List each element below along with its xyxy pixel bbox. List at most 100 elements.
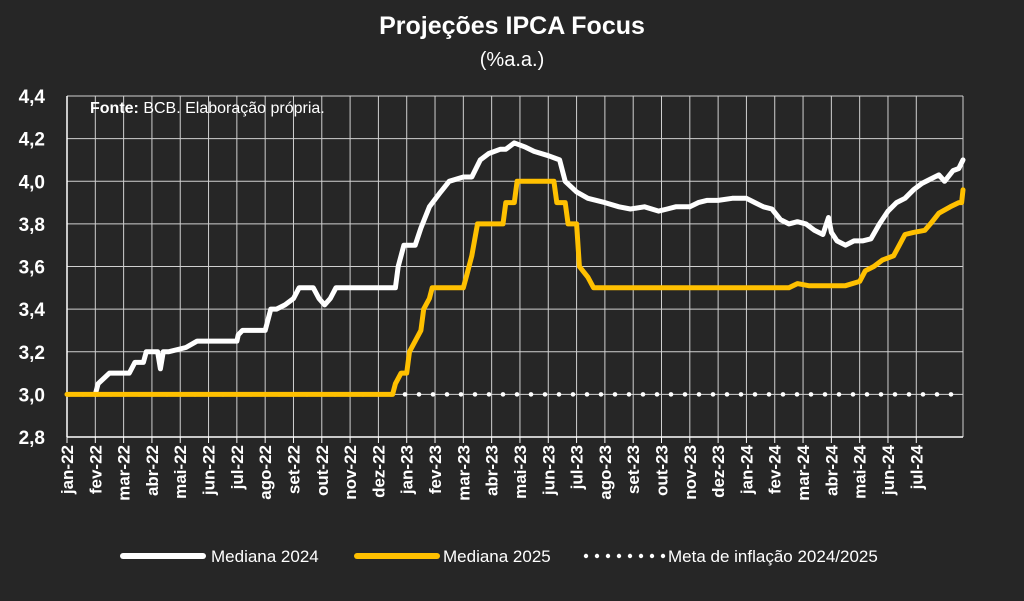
meta-inflacao-point	[710, 392, 716, 397]
legend-item: Mediana 2025	[354, 547, 551, 566]
x-tick-label: nov-22	[341, 445, 360, 500]
y-tick-label: 3,4	[19, 300, 46, 321]
meta-inflacao-point	[780, 392, 786, 397]
meta-inflacao-point	[696, 392, 702, 397]
meta-inflacao-point	[598, 392, 604, 397]
x-tick-labels: jan-22 fev-22 mar-22 abr-22 mai-22 jun-22 jul-…	[58, 444, 926, 500]
x-tick-label: ago-22	[256, 445, 275, 500]
legend-swatch-dot	[638, 553, 644, 559]
x-tick-label: dez-22	[369, 445, 388, 498]
meta-inflacao-point	[570, 392, 576, 397]
source-label: Fonte:	[90, 100, 139, 117]
legend-label: Mediana 2025	[443, 547, 551, 566]
meta-inflacao-point	[528, 392, 534, 397]
series-layer	[64, 140, 966, 397]
y-tick-label: 3,0	[19, 385, 45, 406]
source-note: Fonte: BCB. Elaboração própria.	[90, 100, 325, 117]
axes	[66, 96, 963, 443]
y-tick-label: 3,2	[19, 343, 45, 364]
x-tick-label: dez-23	[709, 445, 728, 498]
x-tick-label: out-22	[313, 445, 332, 496]
x-tick-label: mar-22	[115, 445, 134, 501]
legend-swatch-dot	[616, 553, 622, 559]
meta-inflacao-point	[458, 392, 464, 397]
meta-inflacao-point	[808, 392, 814, 397]
meta-inflacao-point	[402, 392, 408, 397]
meta-inflacao-point	[584, 392, 590, 397]
x-tick-label: abr-24	[822, 444, 841, 496]
series-line-mediana-2024	[92, 140, 966, 397]
y-tick-labels: 2,8 3,0 3,2 3,4 3,6 3,8 4,0 4,2 4,4	[19, 87, 46, 449]
x-tick-label: nov-23	[681, 445, 700, 500]
x-tick-label: jan-24	[737, 444, 756, 495]
x-tick-label: mai-24	[851, 444, 870, 498]
x-tick-label: jun-22	[200, 445, 219, 496]
x-tick-label: set-22	[284, 445, 303, 494]
meta-inflacao-point	[920, 392, 926, 397]
x-tick-label: abr-23	[483, 445, 502, 496]
meta-inflacao-point	[850, 392, 856, 397]
meta-inflacao-point	[472, 392, 478, 397]
legend-item: Mediana 2024	[120, 547, 319, 566]
meta-inflacao-point	[542, 392, 548, 397]
meta-inflacao-point	[934, 392, 940, 397]
meta-inflacao-point	[906, 392, 912, 397]
x-tick-label: jul-22	[228, 445, 247, 490]
x-tick-label: jan-22	[58, 445, 77, 495]
chart-title: Projeções IPCA Focus	[379, 12, 645, 40]
y-tick-label: 4,4	[19, 87, 46, 108]
meta-inflacao-point	[556, 392, 562, 397]
meta-inflacao-point	[500, 392, 506, 397]
meta-inflacao-point	[444, 392, 450, 397]
y-tick-label: 2,8	[19, 428, 45, 449]
y-tick-label: 3,8	[19, 215, 45, 236]
meta-inflacao-point	[864, 392, 870, 397]
meta-inflacao-point	[878, 392, 884, 397]
legend-swatch-dot	[594, 553, 600, 559]
meta-inflacao-point	[892, 392, 898, 397]
y-tick-label: 4,0	[19, 172, 45, 193]
x-tick-label: mar-23	[454, 445, 473, 501]
x-tick-label: out-23	[653, 445, 672, 496]
meta-inflacao-point	[514, 392, 520, 397]
x-tick-label: set-23	[624, 445, 643, 494]
x-tick-label: mai-22	[171, 445, 190, 499]
meta-inflacao-point	[486, 392, 492, 397]
legend-swatch-dot	[649, 553, 655, 559]
meta-inflacao-point	[738, 392, 744, 397]
meta-inflacao-point	[626, 392, 632, 397]
x-tick-label: abr-22	[143, 445, 162, 496]
meta-inflacao-point	[794, 392, 800, 397]
x-tick-label: mar-24	[794, 444, 813, 500]
x-tick-label: fev-23	[426, 445, 445, 494]
legend-swatch-dot	[660, 553, 666, 559]
legend-item: Meta de inflação 2024/2025	[583, 547, 878, 566]
meta-inflacao-point	[668, 392, 674, 397]
x-tick-label: ago-23	[596, 445, 615, 500]
x-tick-label: mai-23	[511, 445, 530, 499]
legend-label: Meta de inflação 2024/2025	[668, 547, 878, 566]
meta-inflacao-point	[612, 392, 618, 397]
x-tick-label: jul-23	[568, 445, 587, 490]
grid-lines	[66, 95, 964, 438]
legend-swatch-dot	[627, 553, 633, 559]
x-tick-label: jan-23	[398, 445, 417, 495]
meta-inflacao-point	[654, 392, 660, 397]
meta-inflacao-point	[416, 392, 422, 397]
meta-inflacao-point	[766, 392, 772, 397]
x-tick-label: jun-24	[879, 444, 898, 496]
x-tick-label: jul-24	[907, 444, 926, 490]
meta-inflacao-point	[948, 392, 954, 397]
legend: Mediana 2024 Mediana 2025 Meta de inflação…	[120, 547, 878, 566]
legend-label: Mediana 2024	[211, 547, 319, 566]
meta-inflacao-point	[836, 392, 842, 397]
meta-inflacao-point	[752, 392, 758, 397]
y-tick-label: 4,2	[19, 130, 45, 151]
source-text: BCB. Elaboração própria.	[139, 100, 325, 117]
legend-swatch-dot	[605, 553, 611, 559]
chart-subtitle: (%a.a.)	[479, 49, 545, 71]
legend-swatch-dot	[583, 553, 589, 559]
series-line-mediana-2025	[64, 178, 966, 397]
x-tick-label: fev-22	[86, 445, 105, 494]
